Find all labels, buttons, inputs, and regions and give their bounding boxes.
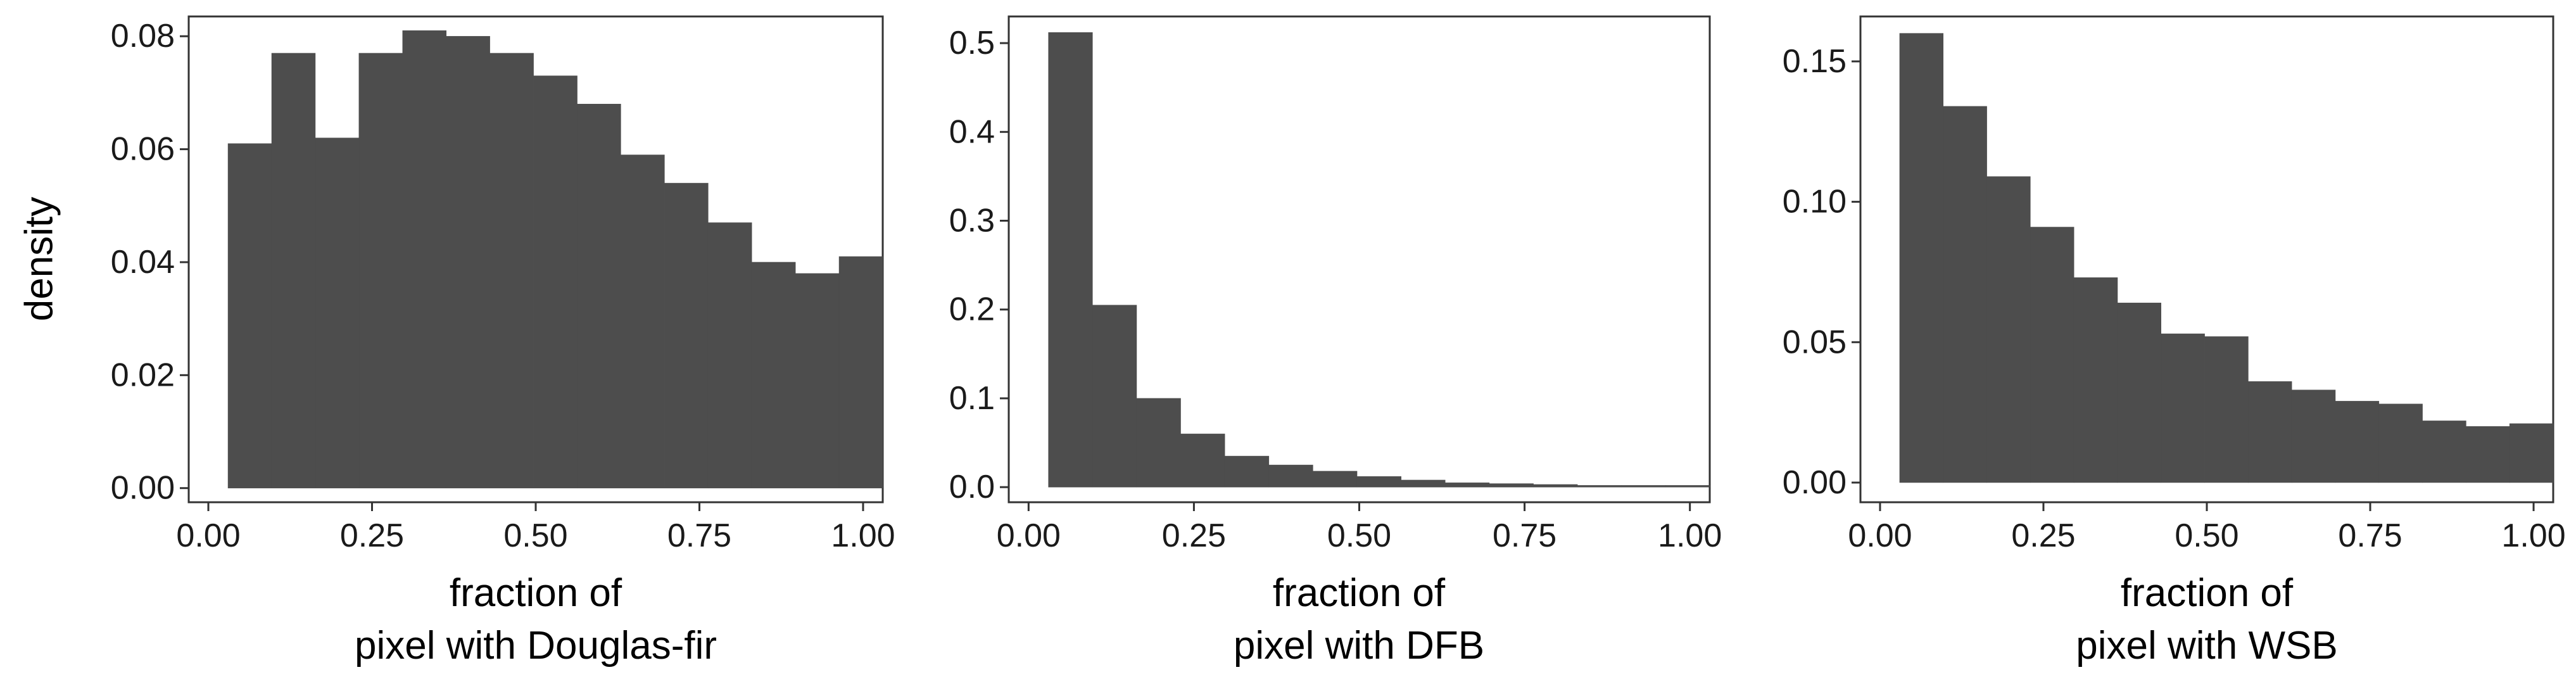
histogram-bar xyxy=(2248,381,2292,483)
y-axis-ticks: 0.0 0.1 0.2 0.3 0.4 0.5 xyxy=(949,25,1009,505)
x-tick-label: 0.25 xyxy=(1162,517,1226,554)
histogram-bar xyxy=(664,182,709,488)
y-tick-label: 0.00 xyxy=(1783,464,1847,501)
y-tick-label: 0.04 xyxy=(111,244,175,281)
y-tick-label: 0.00 xyxy=(111,470,175,507)
x-axis-title-line-1: fraction of xyxy=(450,571,622,615)
y-tick-label: 0.08 xyxy=(111,18,175,54)
histogram-bar xyxy=(1943,106,1987,483)
y-tick-label: 0.15 xyxy=(1783,43,1847,80)
histogram-bar xyxy=(838,256,883,488)
x-tick-label: 1.00 xyxy=(2501,517,2565,554)
histogram-bar xyxy=(2422,421,2466,483)
y-tick-label: 0.02 xyxy=(111,357,175,393)
y-tick-label: 0.3 xyxy=(949,203,995,239)
x-tick-label: 0.25 xyxy=(2011,517,2075,554)
histogram-bar xyxy=(271,53,316,488)
x-tick-label: 0.00 xyxy=(1848,517,1912,554)
histogram-bar xyxy=(1268,464,1313,488)
histogram-bar xyxy=(1665,485,1710,488)
y-axis-ticks: 0.00 0.05 0.10 0.15 xyxy=(1783,43,1860,501)
histogram-bar xyxy=(2204,336,2249,483)
x-axis-title-line-2: pixel with Douglas-fir xyxy=(355,624,717,668)
histogram-bar xyxy=(1577,485,1622,488)
y-tick-label: 0.06 xyxy=(111,131,175,168)
histogram-bar xyxy=(1445,482,1490,488)
histogram-bar xyxy=(1224,455,1270,488)
histogram-bar xyxy=(1489,483,1534,488)
histogram-bars xyxy=(1048,32,1710,488)
histogram-bar xyxy=(1048,32,1093,488)
histogram-bar xyxy=(2117,302,2162,483)
x-tick-label: 1.00 xyxy=(831,517,895,554)
histogram-bar xyxy=(2335,401,2380,483)
histogram-bar xyxy=(1401,479,1446,488)
histogram-bar xyxy=(1356,476,1401,488)
histogram-bar xyxy=(1092,305,1137,488)
histogram-bar xyxy=(2509,423,2554,483)
histogram-bar xyxy=(1986,176,2031,483)
histogram-bar xyxy=(2466,426,2510,483)
x-axis-title-line-2: pixel with WSB xyxy=(2076,624,2337,668)
histogram-bar xyxy=(2030,227,2074,483)
y-tick-label: 0.2 xyxy=(949,291,995,328)
y-axis-title: density xyxy=(18,197,61,321)
histogram-bar xyxy=(358,53,403,488)
histogram-bar xyxy=(1313,471,1358,488)
histogram-bar xyxy=(577,103,621,488)
x-tick-label: 0.00 xyxy=(997,517,1061,554)
x-axis-title-line-2: pixel with DFB xyxy=(1234,624,1484,668)
y-tick-label: 0.4 xyxy=(949,113,995,150)
x-tick-label: 0.50 xyxy=(1327,517,1391,554)
x-tick-label: 1.00 xyxy=(1658,517,1722,554)
histogram-bar xyxy=(2291,390,2336,483)
x-tick-label: 0.50 xyxy=(2175,517,2238,554)
histogram-bar xyxy=(707,222,752,488)
x-axis-ticks: 0.00 0.25 0.50 0.75 1.00 xyxy=(176,502,895,554)
x-axis-title-line-1: fraction of xyxy=(2121,571,2294,615)
y-tick-label: 0.0 xyxy=(949,469,995,505)
y-tick-label: 0.5 xyxy=(949,25,995,61)
y-tick-label: 0.05 xyxy=(1783,324,1847,360)
x-tick-label: 0.75 xyxy=(2338,517,2402,554)
histogram-bar xyxy=(2378,403,2423,483)
histogram-bars xyxy=(1899,33,2554,483)
panel-wsb: 0.00 0.05 0.10 0.15 0.00 0.25 0.50 0.75 1.00 fr… xyxy=(1783,15,2566,668)
x-tick-label: 0.75 xyxy=(667,517,731,554)
histogram-bar xyxy=(2073,277,2118,483)
y-tick-label: 0.10 xyxy=(1783,184,1847,220)
histogram-bar xyxy=(1136,398,1181,488)
x-tick-label: 0.00 xyxy=(176,517,240,554)
panel-dfb: 0.00.10.20.30.40.5 0.00 0.25 0.50 0.75 1.00 … xyxy=(949,15,1722,668)
x-tick-label: 0.25 xyxy=(340,517,404,554)
histogram-bar xyxy=(621,155,665,488)
x-axis-ticks: 0.00 0.25 0.50 0.75 1.00 xyxy=(1848,502,2566,554)
histogram-bar xyxy=(227,143,272,488)
histogram-bars xyxy=(227,30,883,488)
histogram-bar xyxy=(533,75,578,488)
y-tick-label: 0.1 xyxy=(949,380,995,417)
histogram-bar xyxy=(402,30,447,488)
histogram-bar xyxy=(315,137,360,488)
histogram-bar xyxy=(446,35,490,488)
histogram-bar xyxy=(795,273,840,488)
histogram-bar xyxy=(1533,484,1578,488)
histogram-bar xyxy=(1180,433,1225,488)
y-axis-ticks: 0.00 0.02 0.04 0.06 0.08 xyxy=(111,18,189,507)
histogram-bar xyxy=(489,53,534,488)
x-axis-ticks: 0.00 0.25 0.50 0.75 1.00 xyxy=(997,502,1722,554)
histogram-bar xyxy=(2161,333,2205,483)
histogram-bar xyxy=(1899,33,1944,483)
x-axis-title-line-1: fraction of xyxy=(1273,571,1446,615)
x-tick-label: 0.75 xyxy=(1493,517,1556,554)
x-tick-label: 0.50 xyxy=(503,517,567,554)
panel-douglas-fir: 0.00 0.02 0.04 0.06 0.08 0.00 0.25 0.50 0.75 1.0… xyxy=(18,15,895,668)
histogram-bar xyxy=(751,262,796,488)
histogram-bar xyxy=(1621,485,1666,488)
